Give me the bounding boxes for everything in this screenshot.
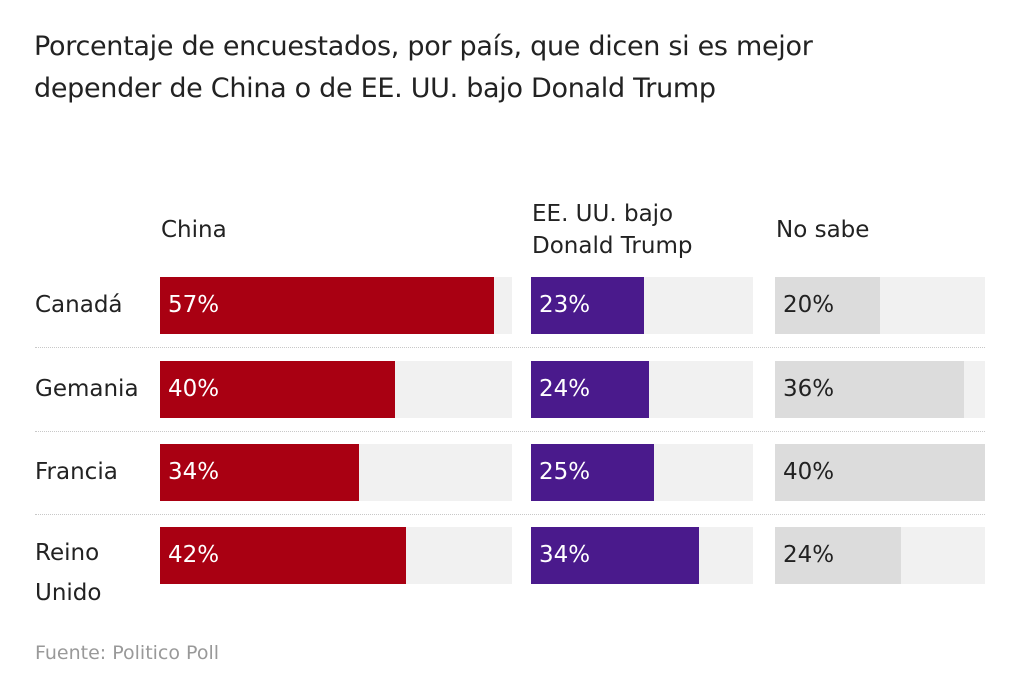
data-label: 57% <box>168 292 220 318</box>
row-label: Gemania <box>35 376 139 402</box>
column-header-no-sabe: No sabe <box>776 217 870 243</box>
data-label: 42% <box>168 542 220 568</box>
bar <box>531 527 699 584</box>
bar-track: 23% <box>531 277 753 334</box>
column-header-china: China <box>161 217 227 243</box>
bar-track: 42% <box>160 527 512 584</box>
bar <box>775 527 901 584</box>
bar-track: 40% <box>775 444 985 501</box>
data-label: 36% <box>783 376 835 402</box>
bar-track: 25% <box>531 444 753 501</box>
column-header-us: EE. UU. bajo Donald Trump <box>532 201 693 259</box>
data-label: 40% <box>783 459 835 485</box>
row-divider <box>35 347 985 348</box>
bar <box>775 444 985 501</box>
bar-track: 20% <box>775 277 985 334</box>
data-label: 25% <box>539 459 591 485</box>
bar <box>531 361 650 418</box>
bar <box>160 527 407 584</box>
bar-track: 24% <box>775 527 985 584</box>
bar <box>160 444 360 501</box>
data-label: 23% <box>539 292 591 318</box>
bar <box>531 277 645 334</box>
data-label: 34% <box>168 459 220 485</box>
chart-title: Porcentaje de encuestados, por país, que… <box>34 31 813 104</box>
row-label: Francia <box>35 459 118 485</box>
bar <box>775 361 964 418</box>
bar <box>531 444 655 501</box>
bar-track: 34% <box>531 527 753 584</box>
data-label: 20% <box>783 292 835 318</box>
data-label: 24% <box>539 376 591 402</box>
row-divider <box>35 514 985 515</box>
data-label: 34% <box>539 542 591 568</box>
bar-track: 57% <box>160 277 512 334</box>
row-label: Reino Unido <box>35 540 102 606</box>
data-label: 40% <box>168 376 220 402</box>
bar-track: 40% <box>160 361 512 418</box>
row-divider <box>35 431 985 432</box>
bar-track: 24% <box>531 361 753 418</box>
bar <box>160 277 495 334</box>
source-note: Fuente: Politico Poll <box>35 642 220 664</box>
data-label: 24% <box>783 542 835 568</box>
bar-track: 34% <box>160 444 512 501</box>
bar <box>160 361 395 418</box>
bar <box>775 277 880 334</box>
row-label: Canadá <box>35 292 123 318</box>
bar-track: 36% <box>775 361 985 418</box>
